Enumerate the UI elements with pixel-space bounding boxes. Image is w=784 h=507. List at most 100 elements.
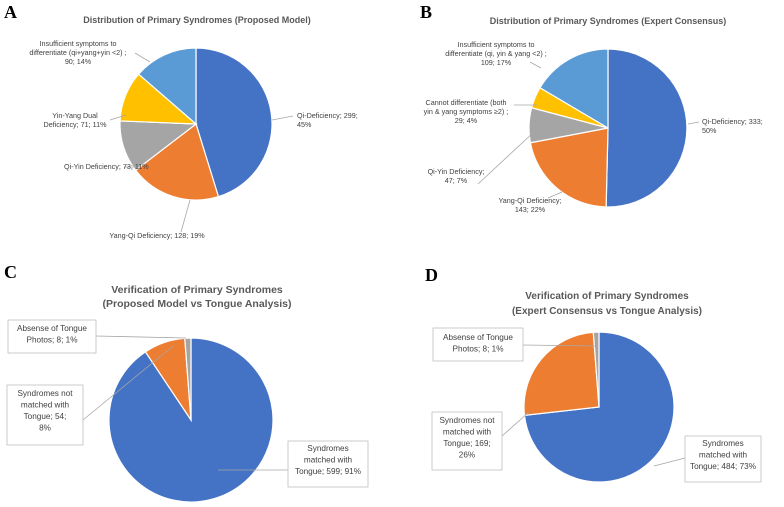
- panel-c-title-line-1: Verification of Primary Syndromes: [111, 284, 283, 296]
- data-label-line: Photos; 8; 1%: [453, 345, 504, 354]
- data-label-line: Cannot differentiate (both: [426, 98, 507, 107]
- panel-a-leader-line: [134, 52, 151, 63]
- panel-b-label-cannot-differentiate-both-yin-yang-symptoms-2: Cannot differentiate (both yin & yang sym…: [424, 98, 509, 125]
- panel-c-label-box: [7, 319, 97, 354]
- panel-c-label-syndromes-not-matched-with-tongue: Syndromes not matched with Tongue; 54; 8%: [17, 389, 73, 433]
- data-label-line: yin & yang symptoms ≥2) ;: [424, 107, 509, 116]
- panel-a-title: Distribution of Primary Syndromes (Propo…: [83, 15, 311, 25]
- panel-c-title-line-2: (Proposed Model vs Tongue Analysis): [102, 298, 291, 310]
- panel-d-title-line-2: (Expert Consensus vs Tongue Analysis): [512, 306, 702, 317]
- data-label-line: Deficiency; 71; 11%: [44, 120, 108, 129]
- data-label-line: Tongue; 54;: [24, 412, 67, 421]
- panel-c-label-box: [287, 440, 369, 488]
- panel-letter-b: B: [420, 2, 432, 22]
- panel-c-label-box: [6, 384, 84, 446]
- panel-b-leader-line: [687, 121, 700, 125]
- data-label-line: matched with: [699, 451, 748, 460]
- panel-a-slice-insufficient-symptoms-to-differentiate-qi-yang-yin-2: [137, 47, 197, 126]
- panel-a-leader-line: [271, 115, 294, 121]
- data-label-line: 47; 7%: [445, 176, 468, 185]
- data-label-line: matched with: [443, 428, 492, 437]
- panel-a-leader-line: [180, 199, 191, 233]
- panel-a-label-qi-deficiency: Qi-Deficiency; 299; 45%: [297, 111, 358, 129]
- panel-a-slice-yang-qi-deficiency: [134, 122, 220, 201]
- data-label-line: Insufficient symptoms to: [458, 40, 535, 49]
- panel-letter-d: D: [425, 265, 438, 285]
- panel-a-leader-line: [109, 114, 127, 121]
- panel-a-slices: [119, 47, 273, 201]
- panel-d-label-box: [684, 435, 762, 483]
- panel-a-labels: Qi-Deficiency; 299; 45% Yang-Qi Deficiency…: [29, 39, 357, 240]
- panel-a-label-yang-qi-deficiency: Yang-Qi Deficiency; 128; 19%: [109, 231, 205, 240]
- panel-b-label-insufficient-symptoms-to-differentiate-qi-yin-yang-2: Insufficient symptoms to differentiate (q…: [445, 40, 547, 67]
- panel-c-labels: Syndromes matched with Tongue; 599; 91%Syn…: [6, 319, 369, 488]
- data-label-line: Syndromes: [702, 439, 743, 448]
- data-label-line: differentiate (qi+yang+yin <2) ;: [29, 48, 126, 57]
- data-label-line: Qi-Deficiency; 299;: [297, 111, 358, 120]
- panel-b-label-yang-qi-deficiency: Yang-Qi Deficiency; 143; 22%: [499, 196, 562, 214]
- panel-d-leader-line: [653, 457, 686, 467]
- panel-d-slices: [523, 331, 675, 483]
- panel-b-label-qi-yin-deficiency: Qi-Yin Deficiency; 47; 7%: [428, 167, 485, 185]
- panel-d-label-absense-of-tongue-photos: Absense of Tongue Photos; 8; 1%: [443, 333, 513, 354]
- panel-d-label-syndromes-not-matched-with-tongue: Syndromes not matched with Tongue; 169; 26%: [439, 416, 495, 460]
- panel-c-label-absense-of-tongue-photos: Absense of Tongue Photos; 8; 1%: [17, 324, 87, 345]
- data-label-line: 90; 14%: [65, 57, 92, 66]
- panel-b-leader-line: [529, 61, 542, 69]
- data-label-line: Tongue; 169;: [443, 439, 490, 448]
- data-label-line: Qi-Deficiency; 333;: [702, 117, 763, 126]
- panel-d-slice-syndromes-not-matched-with-tongue: [523, 331, 600, 417]
- panel-d-label-syndromes-matched-with-tongue: Syndromes matched with Tongue; 484; 73%: [690, 439, 756, 471]
- data-label-line: Tongue; 484; 73%: [690, 462, 756, 471]
- data-label-line: Yang-Qi Deficiency;: [499, 196, 562, 205]
- panel-d-leader-line: [501, 411, 530, 437]
- panel-d-label-box: [431, 411, 503, 471]
- panel-b-leader-line: [547, 191, 563, 199]
- panel-a: A Distribution of Primary Syndromes (Pro…: [4, 2, 358, 240]
- data-label-line: Absense of Tongue: [443, 333, 513, 342]
- panel-c-leader-line: [82, 345, 174, 421]
- panel-b-labels: Qi-Deficiency; 333; 50% Yang-Qi Deficiency…: [424, 40, 763, 214]
- data-label-line: 26%: [459, 451, 475, 460]
- panel-c-label-syndromes-matched-with-tongue: Syndromes matched with Tongue; 599; 91%: [295, 444, 361, 476]
- data-label-line: Syndromes not: [439, 416, 495, 425]
- data-label-line: 109; 17%: [481, 58, 512, 67]
- panel-letter-a: A: [4, 2, 17, 22]
- panel-c-slices: [108, 337, 274, 503]
- data-label-line: 45%: [297, 120, 312, 129]
- data-label-line: Qi-Yin Deficiency;: [428, 167, 485, 176]
- panel-b-slice-insufficient-symptoms-to-differentiate-qi-yin-yang-2: [539, 48, 609, 130]
- data-label-line: 8%: [39, 424, 51, 433]
- data-label-line: Qi-Yin Deficiency; 73; 11%: [64, 162, 149, 171]
- panel-d-title-line-1: Verification of Primary Syndromes: [525, 291, 689, 302]
- panel-a-slice-qi-deficiency: [195, 47, 273, 198]
- panel-d-slice-absense-of-tongue-photos: [592, 331, 600, 408]
- data-label-line: Tongue; 599; 91%: [295, 467, 361, 476]
- panel-a-label-qi-yin-deficiency: Qi-Yin Deficiency; 73; 11%: [64, 162, 149, 171]
- data-label-line: 143; 22%: [515, 205, 546, 214]
- panel-d-leader-line: [522, 344, 599, 347]
- panel-b-slices: [528, 48, 688, 208]
- data-label-line: 29; 4%: [455, 116, 478, 125]
- panel-b-title: Distribution of Primary Syndromes (Exper…: [490, 16, 727, 26]
- panel-c-leader-line: [95, 335, 187, 339]
- panel-letter-c: C: [4, 262, 17, 282]
- panel-b-leader-line: [477, 130, 536, 185]
- data-label-line: 50%: [702, 126, 717, 135]
- panel-b-slice-qi-deficiency: [605, 48, 688, 208]
- data-label-line: Yang-Qi Deficiency; 128; 19%: [109, 231, 205, 240]
- data-label-line: matched with: [304, 456, 353, 465]
- data-label-line: Syndromes: [307, 444, 348, 453]
- data-label-line: matched with: [21, 401, 70, 410]
- data-label-line: differentiate (qi, yin & yang <2) ;: [445, 49, 547, 58]
- panel-c: C Verification of Primary Syndromes (Pro…: [4, 262, 369, 503]
- data-label-line: Insufficient symptoms to: [40, 39, 117, 48]
- panel-d: D Verification of Primary Syndromes (Exp…: [425, 265, 762, 483]
- data-label-line: Yin-Yang Dual: [52, 111, 98, 120]
- data-label-line: Syndromes not: [17, 389, 73, 398]
- data-label-line: Photos; 8; 1%: [27, 336, 78, 345]
- panel-d-labels: Syndromes matched with Tongue; 484; 73%Syn…: [431, 327, 762, 483]
- data-label-line: Absense of Tongue: [17, 324, 87, 333]
- panel-b: B Distribution of Primary Syndromes (Exp…: [420, 2, 763, 214]
